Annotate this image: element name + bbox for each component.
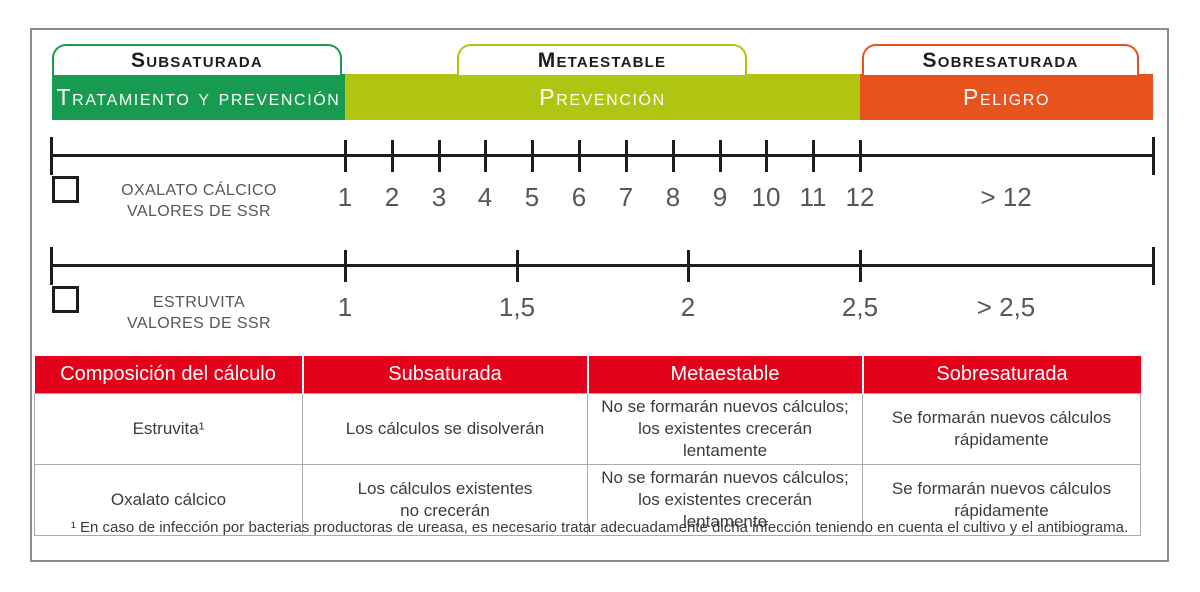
peligro-bar-label: Peligro [962, 83, 1050, 110]
subsaturada-bracket-label: Subsaturada [131, 48, 263, 72]
oxalato-overflow-label: > 12 [980, 182, 1032, 212]
table-header-3: Sobresaturada [861, 356, 1141, 393]
metaestable-bracket: Metaestable [457, 44, 747, 75]
sobresaturada-bracket: Sobresaturada [862, 44, 1139, 75]
oxalato-tick-label: 8 [665, 182, 681, 212]
estruvita-scale-name: Estruvita [152, 294, 246, 311]
table-cell-r1-c1: Los cálculos existentes no crecerán [302, 463, 588, 537]
tratamiento-prevencion-bar: Tratamiento y prevención [52, 74, 345, 120]
oxalato-tick [344, 140, 347, 172]
estruvita-end-tick [1152, 247, 1155, 285]
oxalato-scale-units: Valores de SSR [126, 203, 271, 220]
saturation-diagram-panel: Subsaturada Metaestable Sobresaturada Tr… [30, 28, 1169, 562]
oxalato-tick-label: 6 [571, 182, 587, 212]
oxalato-tick-label: 9 [712, 182, 728, 212]
oxalato-ruler-line [50, 154, 1155, 157]
estruvita-tick [687, 250, 690, 282]
oxalato-tick-label: 11 [799, 182, 827, 212]
estruvita-end-tick [50, 247, 53, 285]
oxalato-tick [719, 140, 722, 172]
estruvita-tick [344, 250, 347, 282]
estruvita-scale-label: Estruvita Valores de SSR [84, 292, 314, 334]
prevencion-bar: Prevención [345, 74, 860, 120]
oxalato-tick [578, 140, 581, 172]
oxalato-tick-label: 2 [384, 182, 400, 212]
table-header-2: Metaestable [586, 356, 863, 393]
oxalato-tick [531, 140, 534, 172]
oxalato-tick [765, 140, 768, 172]
oxalato-tick-label: 10 [751, 182, 781, 212]
oxalato-tick-label: 5 [524, 182, 540, 212]
prevencion-bar-label: Prevención [539, 83, 666, 110]
oxalato-tick [484, 140, 487, 172]
oxalato-tick [391, 140, 394, 172]
saturation-table: Composición del cálculo Subsaturada Metaes… [34, 356, 1141, 537]
estruvita-scale-units: Valores de SSR [126, 315, 271, 332]
oxalato-tick [625, 140, 628, 172]
table-cell-r0-c0: Estruvita¹ [34, 392, 303, 465]
oxalato-end-tick [1152, 137, 1155, 175]
estruvita-tick-label: 1,5 [498, 292, 536, 322]
estruvita-ruler-line [50, 264, 1155, 267]
table-cell-r1-c3: Se formarán nuevos cálculos rápidamente [862, 463, 1141, 537]
estruvita-tick-label: 2 [680, 292, 696, 322]
oxalato-scale-label: Oxalato cálcico Valores de SSR [84, 180, 314, 222]
table-cell-r0-c1: Los cálculos se disolverán [302, 392, 588, 465]
estruvita-tick-label: 1 [337, 292, 353, 322]
estruvita-tick [859, 250, 862, 282]
oxalato-tick [438, 140, 441, 172]
table-header-0: Composición del cálculo [34, 356, 303, 393]
table-header-1: Subsaturada [301, 356, 588, 393]
table-header-row: Composición del cálculo Subsaturada Metaes… [34, 356, 1141, 393]
table-cell-r0-c2: No se formarán nuevos cálculos; los exis… [587, 392, 863, 465]
table-row: Estruvita¹ Los cálculos se disolverán No s… [34, 392, 1141, 465]
table-row: Oxalato cálcico Los cálculos existentes n… [34, 463, 1141, 537]
estruvita-tick [516, 250, 519, 282]
oxalato-tick-label: 1 [337, 182, 353, 212]
oxalato-checkbox[interactable] [52, 176, 79, 203]
oxalato-tick [859, 140, 862, 172]
subsaturada-bracket: Subsaturada [52, 44, 342, 75]
oxalato-tick [672, 140, 675, 172]
estruvita-tick-label: 2,5 [841, 292, 879, 322]
table-cell-r0-c3: Se formarán nuevos cálculos rápidamente [862, 392, 1141, 465]
estruvita-checkbox[interactable] [52, 286, 79, 313]
oxalato-scale-name: Oxalato cálcico [121, 182, 277, 199]
table-cell-r1-c2: No se formarán nuevos cálculos; los exis… [587, 463, 863, 537]
peligro-bar: Peligro [860, 74, 1153, 120]
table-cell-r1-c0: Oxalato cálcico [34, 463, 303, 537]
metaestable-bracket-label: Metaestable [537, 48, 667, 72]
oxalato-tick-label: 4 [477, 182, 493, 212]
oxalato-tick-label: 7 [618, 182, 634, 212]
oxalato-tick-label: 3 [431, 182, 447, 212]
estruvita-overflow-label: > 2,5 [976, 292, 1036, 322]
tratamiento-prevencion-bar-label: Tratamiento y prevención [56, 83, 341, 110]
oxalato-tick [812, 140, 815, 172]
footnote: ¹ En caso de infección por bacterias pro… [70, 519, 1129, 536]
oxalato-end-tick [50, 137, 53, 175]
oxalato-tick-label: 12 [845, 182, 875, 212]
sobresaturada-bracket-label: Sobresaturada [922, 48, 1079, 72]
